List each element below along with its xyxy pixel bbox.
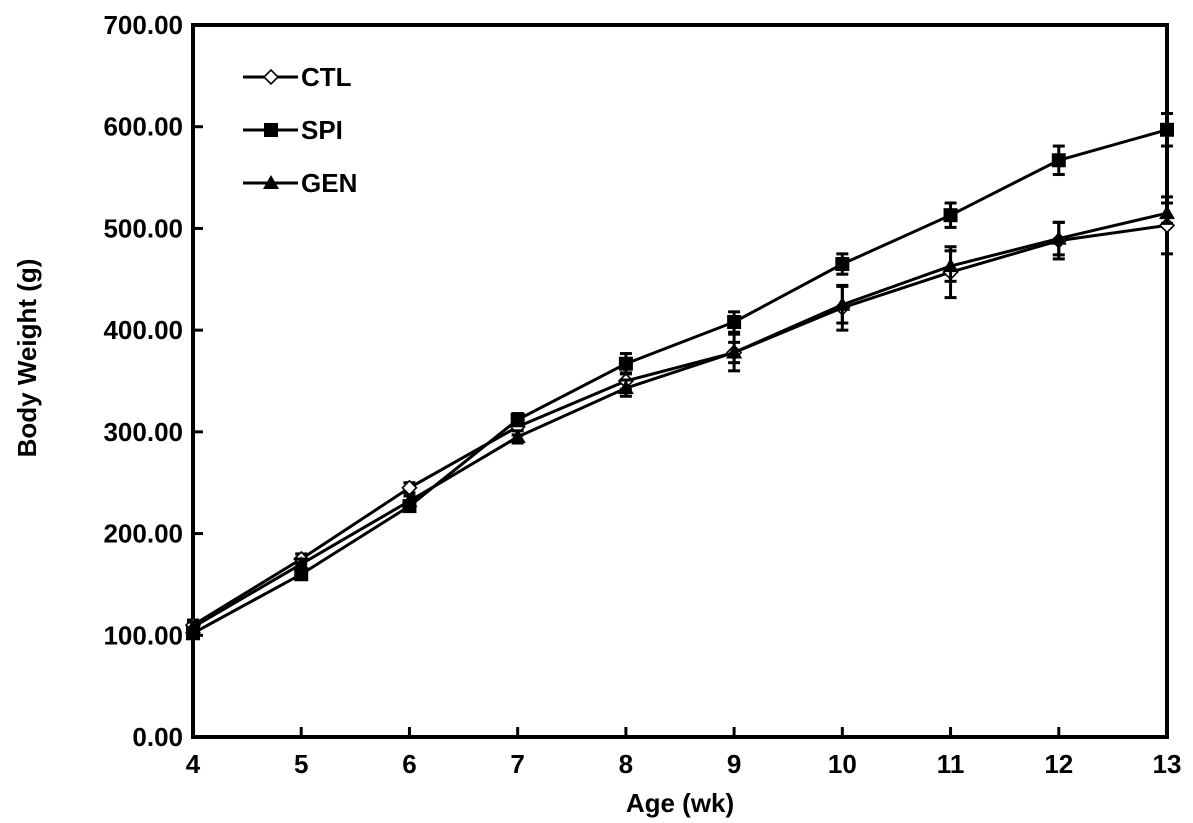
series-line-gen: [192, 211, 1168, 629]
data-point-gen: [942, 258, 959, 273]
y-axis-title: Body Weight (g): [12, 259, 42, 458]
x-tick-label: 4: [186, 749, 201, 779]
legend-marker-gen: [263, 175, 279, 189]
data-point-spi: [1160, 122, 1174, 137]
legend-label-spi: SPI: [301, 115, 343, 145]
data-point-gen: [185, 619, 201, 634]
x-tick-label: 7: [510, 749, 524, 779]
x-tick-label: 13: [1153, 749, 1182, 779]
plot-area: 0.00 100.00 200.00 300.00 400.00 500.00 600.00…: [103, 10, 1181, 779]
data-point-gen: [293, 556, 310, 571]
data-point-gen: [617, 380, 634, 395]
plot-frame: [191, 23, 1169, 739]
legend-marker-spi: [264, 123, 278, 137]
y-tick-label: 200.00: [103, 519, 183, 549]
data-point-gen: [1159, 205, 1175, 220]
data-point-spi: [510, 412, 525, 427]
legend-marker-ctl: [262, 68, 280, 86]
data-point-gen: [401, 493, 418, 508]
data-point-gen: [1050, 230, 1067, 245]
y-tick-label: 300.00: [103, 417, 183, 447]
x-tick-label: 11: [937, 749, 965, 779]
x-tick-label: 9: [727, 749, 741, 779]
data-point-spi: [618, 356, 633, 371]
x-tick-label: 12: [1044, 749, 1073, 779]
x-tick-label: 6: [402, 749, 416, 779]
y-tick-label: 100.00: [103, 620, 183, 650]
y-tick-label: 400.00: [103, 315, 183, 345]
y-tick-label: 700.00: [103, 10, 183, 40]
legend-label-ctl: CTL: [301, 62, 352, 92]
data-point-spi: [294, 567, 309, 582]
series-line-ctl: [192, 223, 1168, 627]
x-axis-title: Age (wk): [626, 788, 734, 818]
legend-label-gen: GEN: [301, 168, 357, 198]
x-tick-label: 5: [294, 749, 308, 779]
data-point-gen: [509, 428, 526, 443]
y-tick-label: 500.00: [103, 213, 183, 243]
data-point-spi: [835, 257, 850, 272]
x-tick-label: 10: [828, 749, 857, 779]
data-point-spi: [727, 315, 742, 330]
data-point-spi: [1051, 153, 1066, 168]
y-tick-label: 600.00: [103, 112, 183, 142]
x-tick-label: 8: [619, 749, 633, 779]
data-point-spi: [943, 208, 958, 223]
y-tick-label: 0.00: [132, 722, 183, 752]
series-line-spi: [192, 128, 1168, 635]
data-point-gen: [834, 296, 851, 311]
data-point-gen: [726, 344, 743, 359]
